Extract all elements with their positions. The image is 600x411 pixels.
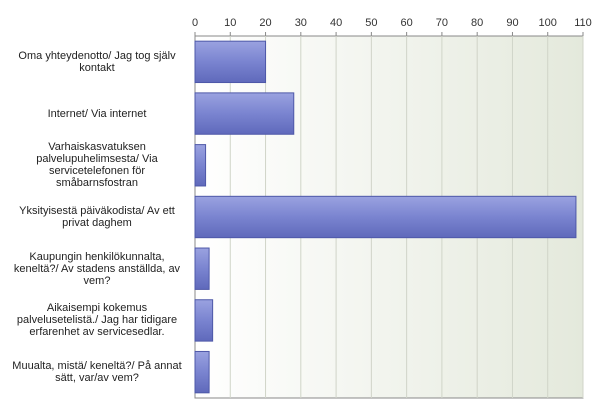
x-tick-label: 110 xyxy=(574,17,592,29)
x-tick-label: 70 xyxy=(436,17,448,29)
x-axis-ticks: 0 10 20 30 40 50 60 70 80 90 100 110 xyxy=(192,17,592,36)
x-tick-label: 0 xyxy=(192,17,198,29)
bar xyxy=(194,195,577,239)
x-tick-label: 20 xyxy=(259,17,271,29)
x-tick-label: 60 xyxy=(401,17,413,29)
category-label: Oma yhteydenotto/ Jag tog själv kontakt xyxy=(18,49,176,74)
bar xyxy=(194,350,210,394)
category-label: Yksityisestä päiväkodista/ Av ett privat… xyxy=(19,205,175,229)
category-label: Muualta, mistä/ keneltä?/ På annat sätt,… xyxy=(12,360,182,385)
x-tick-label: 50 xyxy=(365,17,377,29)
category-label: Varhaiskasvatuksen palvelupuhelimsesta/ … xyxy=(36,141,158,190)
x-tick-label: 40 xyxy=(330,17,342,29)
bar xyxy=(194,247,210,290)
category-label: Aikaisempi kokemus palvelusetelistä./ Ja… xyxy=(16,302,178,339)
bar xyxy=(194,40,267,84)
bar xyxy=(194,299,214,342)
x-tick-label: 30 xyxy=(295,17,307,29)
x-tick-label: 100 xyxy=(539,17,557,29)
bar xyxy=(194,92,295,135)
category-label: Internet/ Via internet xyxy=(47,107,147,120)
category-label: Kaupungin henkilökunnalta, keneltä?/ Av … xyxy=(13,250,181,287)
bar xyxy=(194,144,207,187)
x-tick-label: 10 xyxy=(224,17,236,29)
x-tick-label: 80 xyxy=(471,17,483,29)
bars xyxy=(194,40,577,394)
x-tick-label: 90 xyxy=(506,17,518,29)
